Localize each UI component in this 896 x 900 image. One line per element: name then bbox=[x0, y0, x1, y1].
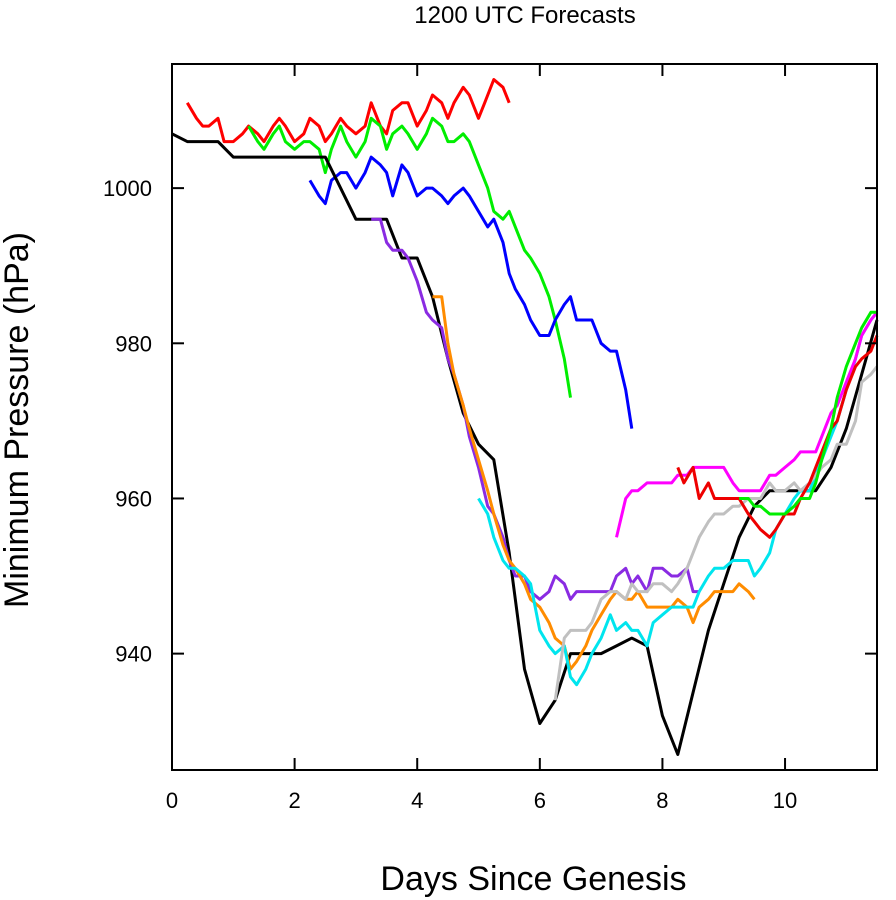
plot-frame bbox=[171, 63, 878, 771]
series-layer bbox=[171, 78, 879, 756]
x-tick-label: 6 bbox=[534, 788, 546, 813]
series-line-8 bbox=[553, 365, 879, 701]
ticks-layer: 0 2 4 6 8 10 940 960 980 1000 bbox=[103, 64, 877, 813]
series-line-5 bbox=[371, 217, 700, 601]
chart-title: 1200 UTC Forecasts bbox=[414, 2, 635, 29]
y-tick-label: 1000 bbox=[103, 176, 152, 201]
series-line-3 bbox=[308, 155, 634, 429]
y-axis-title: Minimum Pressure (hPa) bbox=[0, 232, 36, 608]
series-line-2 bbox=[247, 116, 572, 398]
y-tick-label: 980 bbox=[115, 331, 152, 356]
series-line-10 bbox=[676, 334, 879, 539]
x-axis-title: Days Since Genesis bbox=[380, 860, 686, 898]
series-line-11 bbox=[739, 310, 877, 516]
series-line-6 bbox=[432, 295, 756, 671]
series-line-4 bbox=[171, 132, 879, 756]
y-tick-label: 960 bbox=[115, 486, 152, 511]
x-tick-label: 8 bbox=[656, 788, 668, 813]
x-tick-label: 2 bbox=[288, 788, 300, 813]
x-tick-label: 10 bbox=[773, 788, 797, 813]
series-line-7 bbox=[477, 311, 879, 687]
y-tick-label: 940 bbox=[115, 642, 152, 667]
x-tick-label: 4 bbox=[411, 788, 423, 813]
series-line-1 bbox=[186, 78, 511, 144]
series-line-9 bbox=[615, 311, 879, 538]
x-tick-label: 0 bbox=[166, 788, 178, 813]
